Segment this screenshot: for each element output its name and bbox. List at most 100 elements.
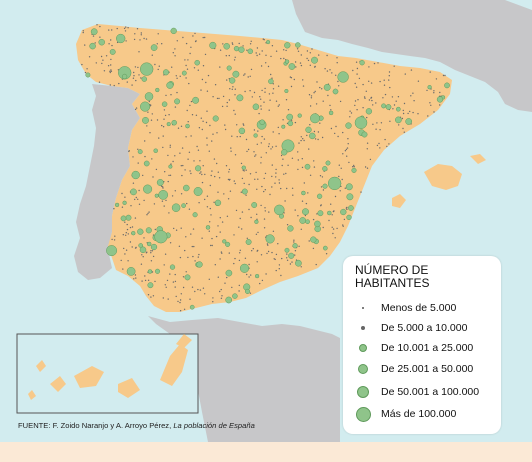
settlement-dot — [131, 84, 133, 86]
settlement-dot — [256, 47, 259, 49]
settlement-dot — [224, 124, 226, 126]
settlement-dot — [239, 252, 241, 254]
settlement-dot — [85, 72, 91, 78]
settlement-dot — [255, 154, 257, 156]
settlement-dot — [267, 65, 270, 68]
settlement-dot — [152, 176, 154, 178]
settlement-dot — [357, 99, 359, 101]
settlement-dot — [221, 252, 223, 254]
settlement-dot — [180, 193, 183, 195]
settlement-dot — [336, 227, 338, 230]
settlement-dot — [232, 293, 238, 299]
settlement-dot — [229, 77, 236, 84]
settlement-dot — [239, 217, 241, 220]
settlement-dot — [219, 231, 221, 233]
settlement-dot — [84, 71, 87, 74]
settlement-dot — [328, 110, 334, 116]
settlement-dot — [277, 243, 279, 245]
settlement-dot — [342, 225, 344, 227]
settlement-dot — [146, 214, 148, 216]
settlement-dot — [378, 142, 380, 145]
settlement-dot — [135, 246, 137, 249]
settlement-dot — [395, 100, 397, 102]
settlement-dot — [301, 166, 304, 169]
settlement-dot — [241, 177, 244, 180]
settlement-dot — [236, 94, 244, 102]
settlement-dot — [369, 158, 372, 161]
settlement-dot — [265, 273, 267, 275]
settlement-dot — [135, 277, 137, 279]
settlement-dot — [322, 226, 324, 229]
settlement-dot — [241, 228, 243, 230]
settlement-dot — [150, 296, 152, 298]
settlement-dot — [401, 117, 404, 120]
settlement-dot — [341, 178, 343, 181]
settlement-dot — [270, 73, 272, 76]
settlement-dot — [174, 273, 176, 276]
settlement-dot — [226, 65, 232, 71]
settlement-dot — [370, 96, 373, 99]
settlement-dot — [360, 191, 362, 193]
settlement-dot — [181, 147, 184, 149]
settlement-dot — [260, 162, 262, 164]
settlement-dot — [210, 174, 212, 177]
settlement-dot — [251, 250, 253, 252]
settlement-dot — [82, 31, 84, 34]
settlement-dot — [194, 260, 196, 262]
settlement-dot — [297, 50, 300, 52]
settlement-dot — [311, 48, 313, 50]
settlement-dot — [410, 95, 412, 97]
settlement-dot — [234, 113, 236, 115]
settlement-dot — [312, 218, 315, 221]
settlement-dot — [122, 234, 125, 236]
settlement-dot — [255, 171, 257, 174]
settlement-dot — [309, 174, 312, 176]
settlement-dot — [309, 64, 311, 67]
settlement-dot — [113, 239, 116, 241]
france-land — [292, 0, 532, 112]
settlement-dot — [187, 59, 189, 61]
settlement-dot — [305, 126, 312, 133]
settlement-dot — [221, 221, 224, 223]
settlement-dot — [299, 217, 307, 224]
settlement-dot — [335, 74, 337, 77]
portugal-land — [74, 84, 140, 280]
settlement-dot — [246, 237, 248, 239]
settlement-dot — [271, 251, 273, 254]
settlement-dot — [199, 160, 201, 162]
settlement-dot — [359, 60, 365, 66]
settlement-dot — [320, 205, 322, 207]
settlement-dot — [294, 209, 296, 211]
settlement-dot — [287, 225, 294, 232]
settlement-dot — [127, 260, 129, 262]
settlement-dot — [291, 187, 294, 189]
settlement-dot — [354, 82, 356, 85]
settlement-dot — [259, 96, 261, 98]
settlement-dot — [256, 143, 258, 145]
settlement-dot — [252, 248, 254, 250]
settlement-dot — [349, 110, 351, 112]
settlement-dot — [277, 85, 280, 87]
settlement-dot — [229, 190, 232, 192]
settlement-dot — [356, 109, 358, 111]
settlement-dot — [147, 111, 149, 113]
settlement-dot — [358, 77, 361, 80]
settlement-dot — [278, 104, 280, 106]
settlement-dot — [265, 152, 267, 154]
settlement-dot — [199, 289, 202, 291]
settlement-dot — [267, 244, 269, 246]
settlement-dot — [278, 264, 281, 266]
settlement-dot — [212, 133, 214, 135]
settlement-dot — [433, 111, 435, 113]
settlement-dot — [180, 165, 182, 167]
settlement-dot — [205, 81, 207, 84]
settlement-dot — [174, 190, 176, 192]
settlement-dot — [402, 109, 404, 112]
settlement-dot — [268, 78, 274, 85]
settlement-dot — [246, 49, 248, 51]
settlement-dot — [336, 62, 338, 64]
settlement-dot — [412, 111, 414, 114]
settlement-dot — [81, 63, 83, 66]
settlement-dot — [330, 109, 332, 111]
settlement-dot — [226, 79, 228, 81]
